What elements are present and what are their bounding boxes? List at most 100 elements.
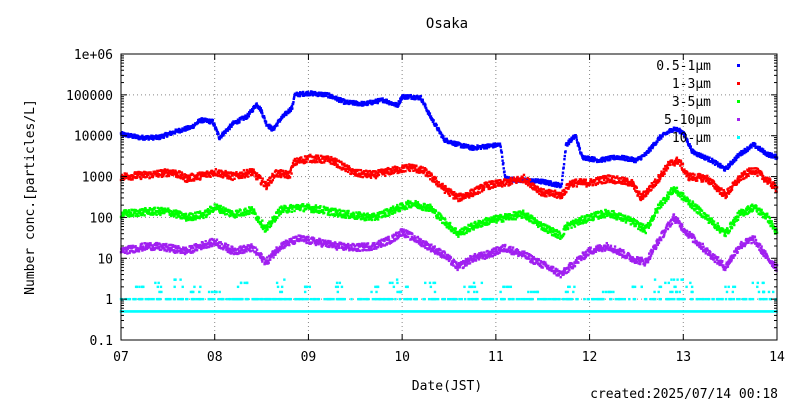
data-point [661, 201, 664, 205]
data-point [126, 210, 129, 214]
data-point [540, 226, 544, 229]
data-point [775, 154, 778, 158]
data-point [581, 215, 584, 218]
data-point [385, 208, 389, 211]
data-point [138, 176, 141, 179]
data-point [199, 214, 203, 218]
data-point [343, 162, 346, 166]
data-point [419, 204, 423, 207]
data-point [602, 176, 606, 179]
data-point [422, 205, 425, 208]
data-point [270, 221, 274, 224]
data-point [202, 216, 205, 220]
data-point [276, 121, 279, 125]
data-point [545, 195, 548, 198]
data-point [651, 146, 654, 150]
data-point [688, 172, 692, 175]
data-point [435, 123, 438, 127]
data-point [354, 170, 357, 174]
data-point [706, 174, 709, 178]
data-point [579, 222, 582, 225]
data-point [499, 144, 502, 147]
data-point [138, 173, 141, 176]
data-point [352, 211, 355, 215]
data-point [519, 180, 523, 183]
data-point [643, 230, 646, 233]
data-point [563, 192, 567, 196]
data-point [376, 101, 379, 105]
data-point [251, 173, 254, 176]
data-point [742, 173, 745, 176]
data-point [460, 227, 463, 231]
data-point [329, 209, 333, 213]
data-point [246, 116, 249, 119]
data-point [143, 214, 146, 217]
data-point [343, 102, 346, 105]
data-point [346, 214, 349, 217]
data-point [460, 230, 463, 233]
data-point [418, 205, 421, 208]
data-point [459, 142, 462, 146]
data-point [630, 159, 634, 163]
data-point [139, 171, 142, 174]
data-point [222, 172, 225, 175]
data-point [133, 212, 137, 215]
data-point [248, 210, 252, 213]
data-point [679, 160, 683, 163]
data-point [552, 190, 555, 193]
data-point [548, 193, 552, 196]
data-point [245, 114, 248, 118]
data-point [441, 133, 444, 137]
data-point [136, 210, 139, 213]
data-point [501, 185, 504, 188]
data-point [137, 214, 140, 218]
data-point [547, 180, 550, 183]
series-1 [119, 153, 779, 203]
data-point [209, 121, 213, 124]
data-point [408, 169, 412, 173]
data-point [637, 192, 640, 195]
data-point [596, 182, 600, 185]
data-point [200, 117, 204, 120]
data-point [597, 176, 600, 180]
data-point [411, 163, 414, 167]
data-point [600, 211, 604, 214]
data-point [270, 180, 273, 183]
data-point [689, 145, 692, 148]
data-point [153, 170, 157, 173]
data-point [414, 169, 417, 172]
data-point [439, 218, 442, 221]
data-point [205, 215, 208, 218]
data-point [621, 158, 625, 161]
data-point [561, 171, 565, 174]
data-point [436, 214, 439, 217]
data-point [290, 172, 293, 175]
data-point [352, 172, 356, 176]
data-point [325, 94, 328, 97]
data-point [218, 210, 221, 213]
data-point [674, 162, 677, 165]
data-point [193, 123, 197, 127]
data-point [558, 230, 561, 233]
data-point [447, 227, 451, 230]
data-point [369, 171, 372, 174]
data-point [283, 175, 287, 179]
data-point [158, 134, 161, 137]
data-point [392, 166, 395, 169]
data-point [622, 214, 625, 218]
data-point [464, 143, 468, 147]
data-point [748, 146, 751, 150]
data-point [402, 170, 405, 173]
data-point [571, 222, 574, 226]
data-point [129, 214, 132, 218]
chart-title: Osaka [426, 16, 468, 32]
data-point [505, 216, 509, 219]
data-point [565, 190, 568, 194]
data-point [227, 208, 230, 212]
data-point [215, 127, 218, 130]
data-point [623, 182, 627, 186]
data-point [144, 206, 147, 210]
data-point [597, 217, 600, 220]
data-point [140, 177, 143, 180]
data-point [514, 218, 517, 221]
